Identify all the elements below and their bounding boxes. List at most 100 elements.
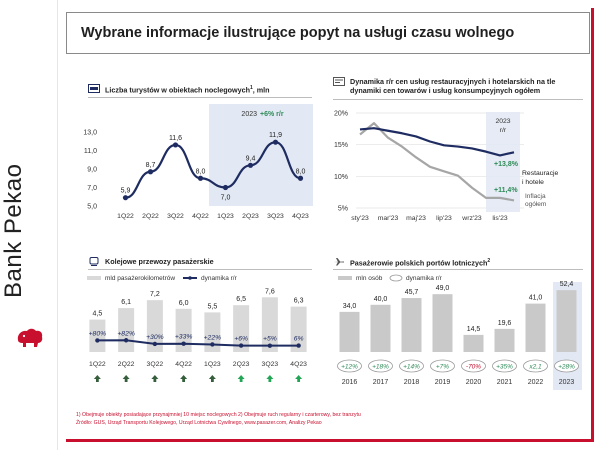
rail-dynamics-point <box>123 338 129 343</box>
rail-panel-title: Kolejowe przewozy pasażerskie <box>88 257 214 266</box>
highlight-year-label: 2023 <box>241 111 257 118</box>
growth-badge-label: +14% <box>403 364 420 371</box>
growth-arrow-up-icon <box>266 375 274 382</box>
x-tick-label: 2023 <box>559 379 575 386</box>
x-tick-label: 1Q22 <box>89 361 106 368</box>
rail-bar-label: 6,5 <box>236 296 246 303</box>
growth-badge-label: +35% <box>496 364 513 371</box>
dynamics-title-text: Dynamika r/r cen usług restauracyjnych i… <box>350 77 556 95</box>
rail-bar-label: 6,0 <box>179 300 189 307</box>
highlight-2023-region <box>209 104 313 206</box>
rail-dynamics-label: 6% <box>294 336 304 343</box>
tourists-point <box>222 184 229 191</box>
brand-name: Bank Pekao <box>0 163 27 298</box>
hotel-bed-icon <box>88 84 100 93</box>
rail-bar-label: 6,1 <box>121 299 131 306</box>
growth-arrow-up-icon <box>208 375 216 382</box>
rail-dynamics-point <box>181 341 186 346</box>
rail-bar <box>146 300 163 352</box>
rail-dynamics-point <box>210 342 215 347</box>
y-tick-label: 9,0 <box>87 167 97 174</box>
growth-badge-label: +12% <box>341 364 358 371</box>
page-title: Wybrane informacje ilustrujące popyt na … <box>81 25 515 41</box>
tourists-point <box>172 142 179 148</box>
content-frame <box>66 8 594 442</box>
airport-bar <box>401 298 422 352</box>
tourists-series-line <box>125 141 301 199</box>
airport-bar <box>494 328 515 352</box>
x-tick-label: 3Q22 <box>167 213 184 220</box>
x-tick-label: 1Q23 <box>204 361 221 368</box>
rail-dynamics-point <box>296 343 301 348</box>
rail-dynamics-label: +33% <box>175 334 193 341</box>
x-tick-label: 2Q22 <box>118 361 135 368</box>
y-tick-label: 7,0 <box>87 185 97 192</box>
rail-dynamics-point <box>267 343 273 348</box>
airport-bar <box>339 311 360 352</box>
rail-dynamics-line <box>97 339 299 347</box>
x-tick-label: 2022 <box>528 379 544 386</box>
tourists-panel-title: Liczba turystów w obiektach noclegowych1… <box>88 84 270 94</box>
y-tick-label: 11,0 <box>84 148 97 155</box>
footnote-line-1: 1) Obejmuje obiekty posiadające przynajm… <box>76 412 361 418</box>
x-tick-label: 2Q23 <box>233 361 250 368</box>
airport-bar <box>556 290 577 352</box>
rail-dynamics-label: +6% <box>234 336 248 343</box>
rail-bar-label: 5,5 <box>208 303 218 310</box>
growth-arrow-up-icon <box>237 375 245 382</box>
airport-bar-label: 45,7 <box>405 289 419 296</box>
highlight-growth-label: +6% r/r <box>260 111 284 118</box>
growth-badge-label: +18% <box>372 364 389 371</box>
tourists-point <box>297 175 304 181</box>
growth-badge-label: +28% <box>558 364 575 371</box>
growth-badge <box>461 359 486 373</box>
x-tick-label: 4Q22 <box>175 361 192 368</box>
series-line-inflation <box>359 122 515 202</box>
tourists-value-label: 11,6 <box>169 135 182 142</box>
rail-bar <box>261 297 278 352</box>
growth-arrow-up-icon <box>93 375 101 382</box>
tourists-point <box>197 175 204 181</box>
y-tick-label: 15% <box>334 142 348 149</box>
rail-dynamics-point <box>238 343 244 348</box>
growth-arrow-up-icon <box>122 375 130 382</box>
x-tick-label: 2021 <box>497 379 513 386</box>
rail-bar-label: 7,2 <box>150 291 160 298</box>
airport-bar <box>463 334 484 352</box>
tourists-value-label: 8,0 <box>296 168 306 175</box>
rail-bar <box>89 319 106 352</box>
x-tick-label: 2018 <box>404 379 420 386</box>
airport-bar <box>525 303 546 352</box>
growth-arrow-up-icon <box>180 375 188 382</box>
rail-bar <box>290 306 307 352</box>
x-tick-label: 1Q22 <box>117 213 134 220</box>
tourists-value-label: 5,9 <box>121 188 131 195</box>
airports-panel-title: Pasażerowie polskich portów lotniczych2 <box>333 257 490 267</box>
highlight-2023-region <box>486 112 520 212</box>
airports-separator <box>333 269 583 270</box>
dynamics-separator <box>333 99 583 100</box>
growth-badge <box>337 359 362 373</box>
rail-title-text: Kolejowe przewozy pasażerskie <box>105 257 214 266</box>
x-tick-label: lip'23 <box>436 215 452 222</box>
growth-badge <box>368 359 393 373</box>
growth-badge <box>430 359 455 373</box>
x-tick-label: lis'23 <box>492 215 507 222</box>
tourists-point <box>247 162 254 168</box>
rail-dynamics-point <box>95 338 100 343</box>
airport-passenger-chart: mln osób dynamika r/r 34,0 +12% 2016 40,0 +18%… <box>337 274 582 390</box>
inflation-legend-label: ogółem <box>525 201 546 208</box>
dynamics-panel-title: Dynamika r/r cen usług restauracyjnych i… <box>333 77 555 95</box>
x-tick-label: 2019 <box>435 379 451 386</box>
y-tick-label: 10% <box>334 174 348 181</box>
airport-bar-label: 40,0 <box>374 296 388 303</box>
legend-line-label: dynamika r/r <box>201 275 238 282</box>
restaurants-end-value: +13,8% <box>494 161 519 168</box>
restaurants-legend-label: i hotele <box>522 179 544 186</box>
rail-bar-label: 6,3 <box>294 298 304 305</box>
rail-bar-label: 7,6 <box>265 288 275 295</box>
tourists-line-chart: 2023 +6% r/r 5,0 7,0 9,0 11,0 13,0 5,9 1Q22 8,7 2Q… <box>83 104 313 220</box>
rail-bar <box>204 312 221 352</box>
bison-logo-icon <box>17 328 43 347</box>
x-tick-label: mar'23 <box>378 215 399 222</box>
